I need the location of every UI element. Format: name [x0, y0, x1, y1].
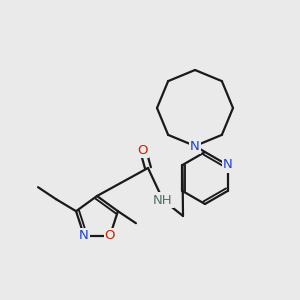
Text: NH: NH	[153, 194, 173, 206]
Text: N: N	[190, 140, 200, 152]
Text: N: N	[79, 229, 89, 242]
Text: O: O	[105, 229, 115, 242]
Text: O: O	[138, 143, 148, 157]
Text: N: N	[223, 158, 232, 172]
